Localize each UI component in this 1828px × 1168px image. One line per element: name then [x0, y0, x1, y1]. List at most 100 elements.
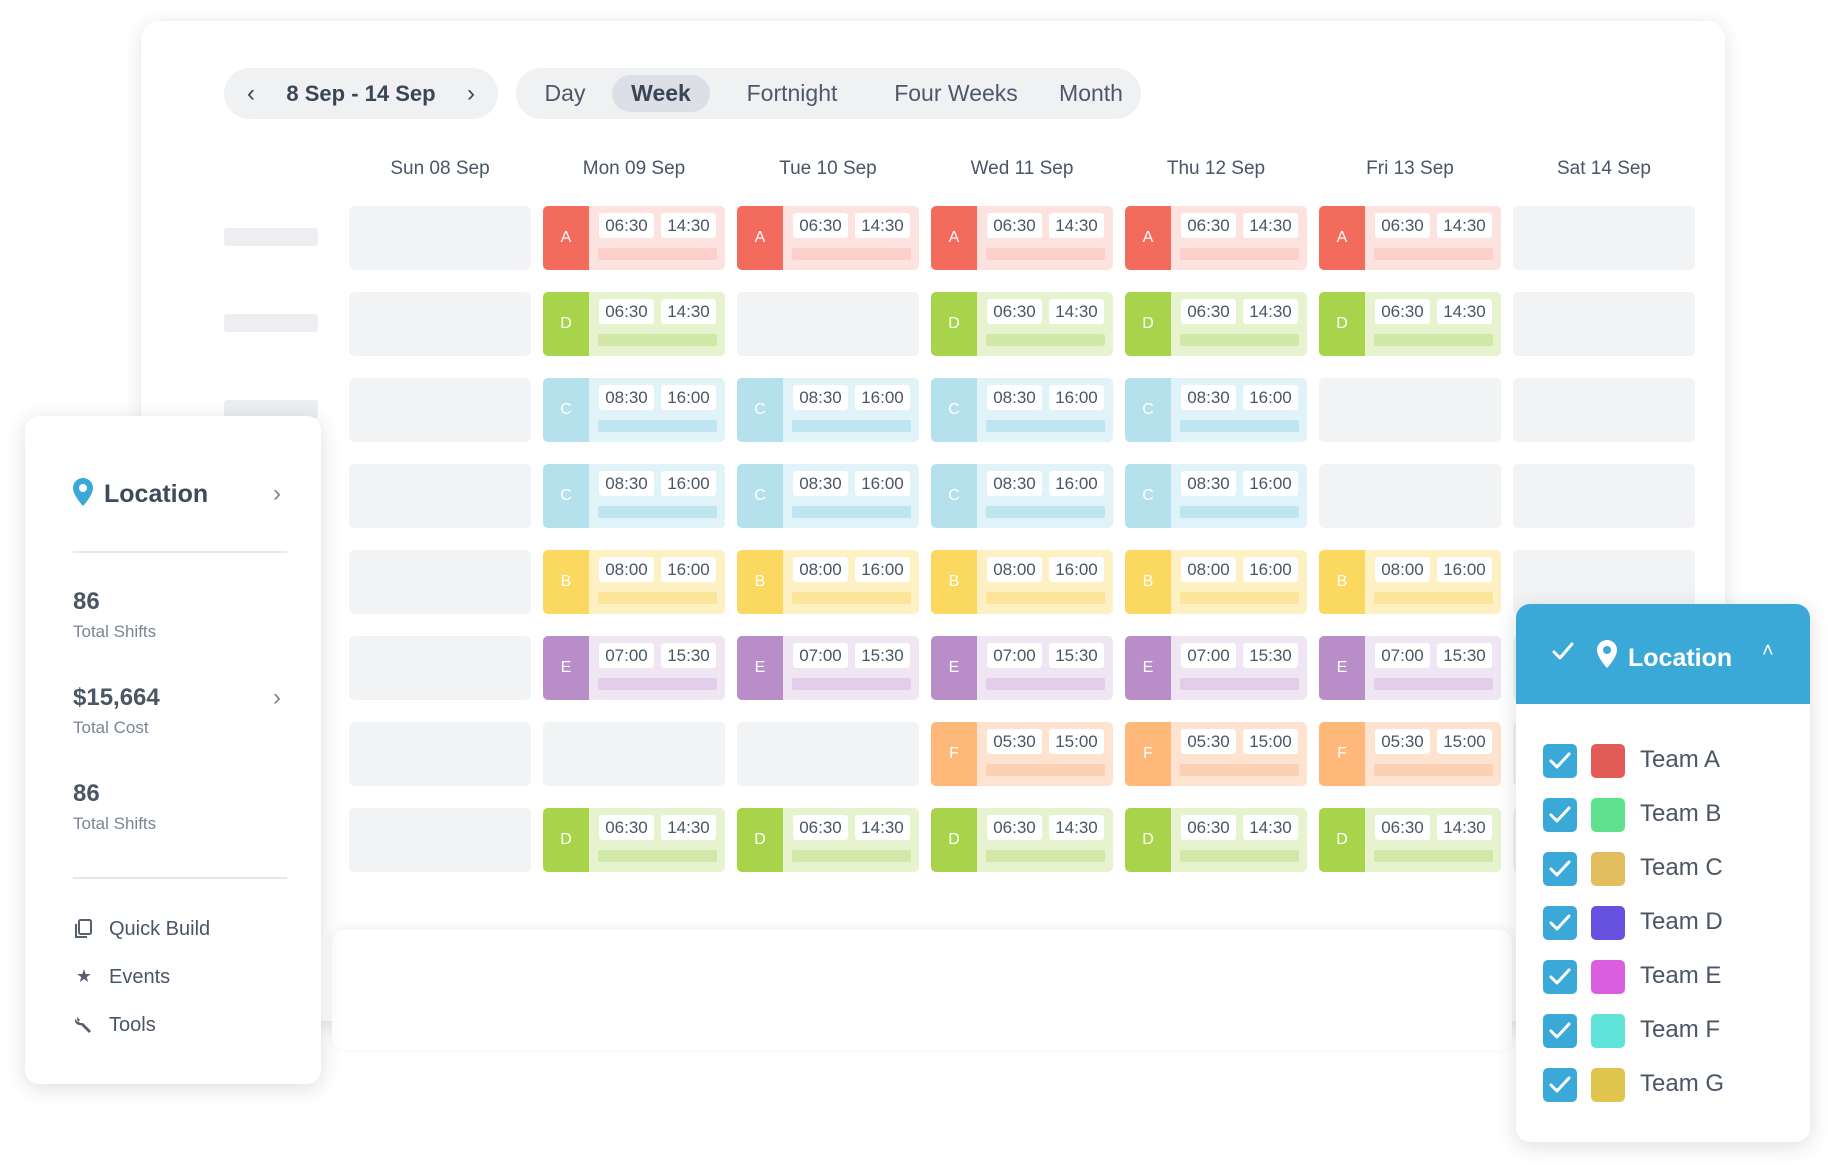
shift-block[interactable]: C 08:30 16:00 [737, 464, 919, 528]
shift-end-time: 14:30 [661, 299, 716, 324]
shift-start-time: 06:30 [987, 299, 1042, 324]
shift-start-time: 08:30 [987, 471, 1042, 496]
empty-slot[interactable] [1513, 464, 1695, 528]
team-checkbox[interactable] [1543, 798, 1577, 832]
day-header: Thu 12 Sep [1166, 158, 1266, 179]
empty-slot[interactable] [1513, 292, 1695, 356]
empty-slot[interactable] [349, 206, 531, 270]
check-icon [1549, 806, 1571, 823]
filter-panel-header[interactable]: Location ˄ [1516, 604, 1810, 704]
shift-block[interactable]: B 08:00 16:00 [543, 550, 725, 614]
shift-block[interactable]: D 06:30 14:30 [1319, 292, 1501, 356]
empty-slot[interactable] [543, 722, 725, 786]
shift-block[interactable]: A 06:30 14:30 [1319, 206, 1501, 270]
row-label-placeholder [224, 228, 318, 246]
shift-block[interactable]: E 07:00 15:30 [931, 636, 1113, 700]
shift-team-tag: D [1319, 808, 1365, 872]
shift-block[interactable]: D 06:30 14:30 [543, 808, 725, 872]
shift-team-tag: B [543, 550, 589, 614]
shift-block[interactable]: D 06:30 14:30 [931, 292, 1113, 356]
empty-slot[interactable] [737, 722, 919, 786]
shift-start-time: 08:00 [793, 557, 848, 582]
shift-block[interactable]: D 06:30 14:30 [1319, 808, 1501, 872]
shift-bar [598, 506, 717, 518]
shift-block[interactable]: C 08:30 16:00 [931, 464, 1113, 528]
tab-four-weeks[interactable]: Four Weeks [894, 80, 1018, 106]
shift-block[interactable]: E 07:00 15:30 [1319, 636, 1501, 700]
team-checkbox[interactable] [1543, 1014, 1577, 1048]
empty-slot[interactable] [349, 292, 531, 356]
shift-bar [1180, 248, 1299, 260]
tab-day[interactable]: Day [544, 80, 586, 106]
shift-block[interactable]: F 05:30 15:00 [1125, 722, 1307, 786]
date-range-navigator: ‹ 8 Sep - 14 Sep › [224, 68, 498, 119]
team-checkbox[interactable] [1543, 906, 1577, 940]
location-filter-panel: Location ˄ Team A Team B Team C Team D Team … [1516, 604, 1810, 1142]
chevron-right-icon[interactable]: › [467, 80, 475, 107]
tab-month[interactable]: Month [1059, 80, 1123, 106]
shift-block[interactable]: A 06:30 14:30 [1125, 206, 1307, 270]
shift-block[interactable]: D 06:30 14:30 [931, 808, 1113, 872]
shift-end-time: 15:30 [855, 643, 910, 668]
empty-slot[interactable] [1513, 550, 1695, 614]
empty-slot[interactable] [737, 292, 919, 356]
empty-slot[interactable] [349, 808, 531, 872]
shift-block[interactable]: C 08:30 16:00 [1125, 464, 1307, 528]
team-color-swatch [1591, 906, 1625, 940]
tab-fortnight[interactable]: Fortnight [746, 80, 838, 106]
shift-bar [986, 850, 1105, 862]
shift-block[interactable]: D 06:30 14:30 [1125, 808, 1307, 872]
shift-bar [1374, 764, 1493, 776]
empty-slot[interactable] [349, 722, 531, 786]
team-checkbox[interactable] [1543, 852, 1577, 886]
shift-block[interactable]: E 07:00 15:30 [1125, 636, 1307, 700]
shift-block[interactable]: C 08:30 16:00 [543, 464, 725, 528]
shift-block[interactable]: B 08:00 16:00 [1319, 550, 1501, 614]
shift-end-time: 14:30 [1049, 299, 1104, 324]
team-checkbox[interactable] [1543, 744, 1577, 778]
tab-week[interactable]: Week [612, 75, 710, 112]
shift-block[interactable]: D 06:30 14:30 [1125, 292, 1307, 356]
shift-block[interactable]: D 06:30 14:30 [737, 808, 919, 872]
shift-block[interactable]: E 07:00 15:30 [737, 636, 919, 700]
empty-slot[interactable] [349, 550, 531, 614]
shift-block[interactable]: F 05:30 15:00 [1319, 722, 1501, 786]
check-icon [1549, 914, 1571, 931]
shift-end-time: 16:00 [1049, 471, 1104, 496]
shift-block[interactable]: C 08:30 16:00 [1125, 378, 1307, 442]
empty-slot[interactable] [349, 464, 531, 528]
team-checkbox[interactable] [1543, 1068, 1577, 1102]
check-icon [1549, 1022, 1571, 1039]
shift-block[interactable]: C 08:30 16:00 [737, 378, 919, 442]
shift-block[interactable]: A 06:30 14:30 [737, 206, 919, 270]
shift-block[interactable]: B 08:00 16:00 [1125, 550, 1307, 614]
shift-block[interactable]: F 05:30 15:00 [931, 722, 1113, 786]
shift-end-time: 14:30 [1437, 213, 1492, 238]
chevron-left-icon[interactable]: ‹ [247, 80, 255, 107]
shift-team-tag: D [1125, 292, 1171, 356]
chevron-right-icon[interactable]: › [273, 480, 281, 507]
shift-block[interactable]: B 08:00 16:00 [737, 550, 919, 614]
shift-start-time: 08:30 [1181, 471, 1236, 496]
empty-slot[interactable] [349, 378, 531, 442]
shift-block[interactable]: C 08:30 16:00 [931, 378, 1113, 442]
team-color-swatch [1591, 798, 1625, 832]
shift-block[interactable]: A 06:30 14:30 [543, 206, 725, 270]
shift-block[interactable]: A 06:30 14:30 [931, 206, 1113, 270]
chevron-right-icon[interactable]: › [273, 684, 281, 711]
chevron-up-icon[interactable]: ˄ [1762, 640, 1774, 662]
menu-item-label: Quick Build [109, 918, 211, 940]
empty-slot[interactable] [1513, 378, 1695, 442]
shift-block[interactable]: B 08:00 16:00 [931, 550, 1113, 614]
empty-slot[interactable] [1319, 378, 1501, 442]
team-checkbox[interactable] [1543, 960, 1577, 994]
shift-start-time: 07:00 [987, 643, 1042, 668]
shift-bar [792, 506, 911, 518]
shift-block[interactable]: E 07:00 15:30 [543, 636, 725, 700]
shift-end-time: 14:30 [1049, 815, 1104, 840]
shift-block[interactable]: C 08:30 16:00 [543, 378, 725, 442]
empty-slot[interactable] [1513, 206, 1695, 270]
empty-slot[interactable] [349, 636, 531, 700]
empty-slot[interactable] [1319, 464, 1501, 528]
shift-block[interactable]: D 06:30 14:30 [543, 292, 725, 356]
